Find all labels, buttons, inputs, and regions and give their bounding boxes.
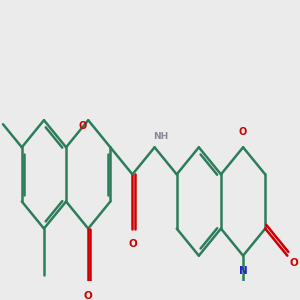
Text: NH: NH	[153, 133, 168, 142]
Text: O: O	[239, 127, 247, 137]
Text: N: N	[239, 266, 248, 276]
Text: O: O	[79, 121, 87, 130]
Text: O: O	[84, 291, 93, 300]
Text: O: O	[289, 258, 298, 268]
Text: O: O	[128, 239, 137, 249]
